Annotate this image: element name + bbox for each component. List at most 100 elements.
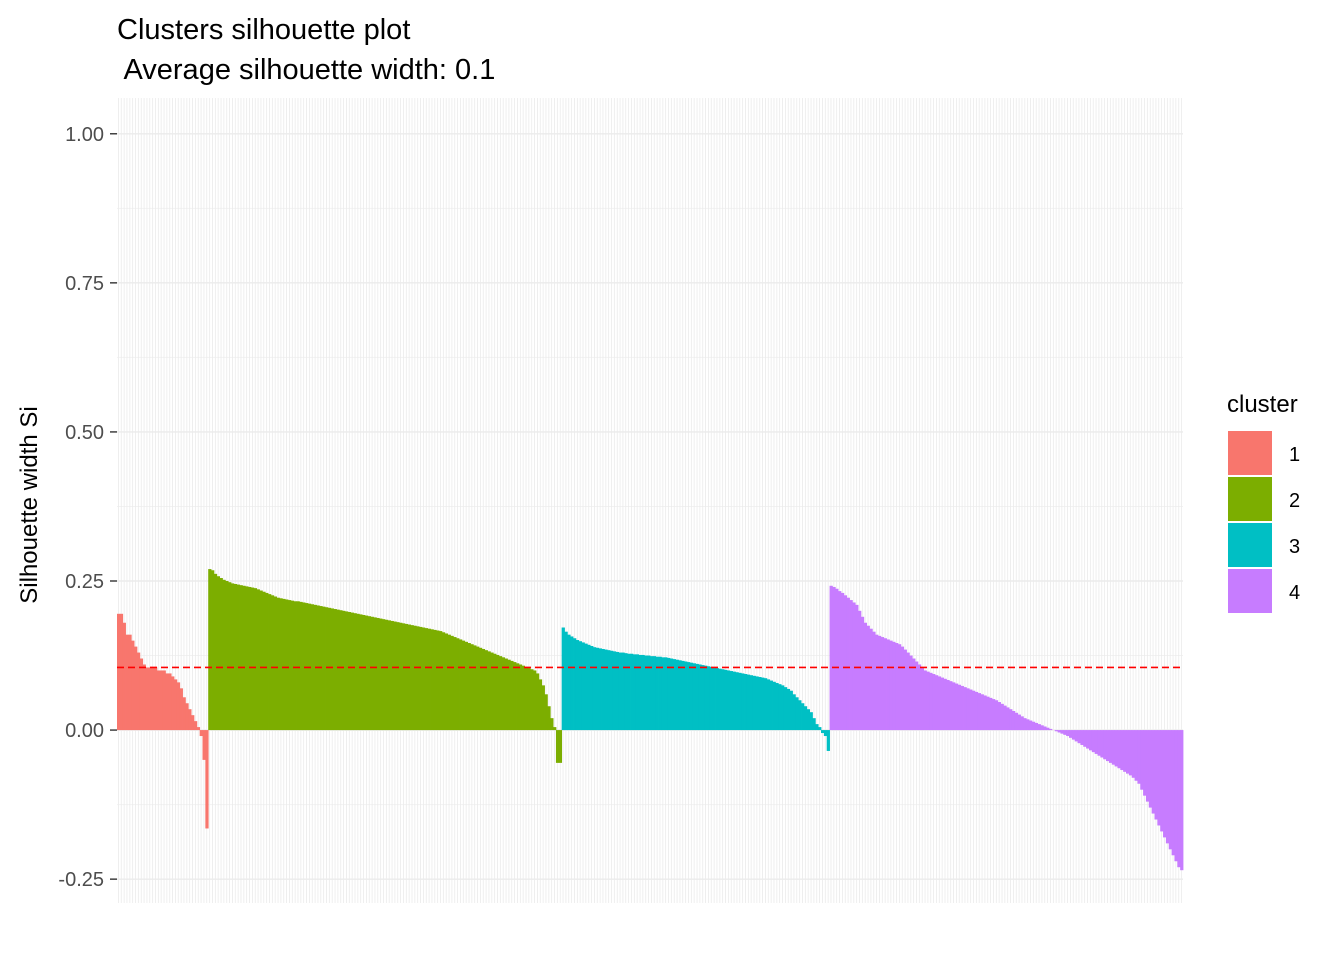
bar-cluster-3 <box>815 724 819 731</box>
bar-cluster-2 <box>216 576 221 731</box>
bar-cluster-3 <box>778 684 782 731</box>
bar-cluster-4 <box>1165 730 1170 844</box>
bar-cluster-2 <box>527 668 531 731</box>
bar-cluster-4 <box>1011 710 1016 731</box>
bar-cluster-3 <box>752 675 756 731</box>
bar-cluster-1 <box>145 667 149 731</box>
bar-cluster-4 <box>1049 728 1053 731</box>
legend-key-4 <box>1228 569 1272 613</box>
bar-cluster-2 <box>231 583 235 731</box>
bar-cluster-4 <box>1091 730 1096 753</box>
bar-cluster-4 <box>863 622 868 731</box>
bar-cluster-3 <box>581 642 585 731</box>
bar-cluster-3 <box>570 636 574 731</box>
bar-cluster-4 <box>878 635 882 731</box>
bar-cluster-1 <box>165 673 169 731</box>
bar-cluster-2 <box>416 626 420 731</box>
bar-cluster-4 <box>1000 703 1004 731</box>
bar-cluster-3 <box>692 663 697 731</box>
bar-cluster-4 <box>1057 730 1061 733</box>
bar-cluster-4 <box>832 586 836 731</box>
legend-key-1 <box>1228 431 1272 475</box>
bar-cluster-4 <box>1037 724 1041 731</box>
bar-cluster-3 <box>615 651 620 731</box>
bar-cluster-4 <box>1114 730 1118 767</box>
bars <box>117 569 1184 871</box>
bar-cluster-3 <box>607 650 611 731</box>
bar-cluster-4 <box>860 616 865 731</box>
bar-cluster-1 <box>179 688 183 731</box>
bar-cluster-3 <box>772 681 776 731</box>
bar-cluster-2 <box>553 727 557 731</box>
bar-cluster-4 <box>872 631 876 731</box>
bar-cluster-2 <box>516 663 520 731</box>
bar-cluster-2 <box>353 613 357 731</box>
bar-cluster-4 <box>957 684 962 731</box>
bar-cluster-4 <box>997 702 1001 731</box>
bar-cluster-1 <box>182 697 186 731</box>
bar-cluster-4 <box>949 681 953 731</box>
bar-cluster-3 <box>575 640 580 731</box>
bar-cluster-2 <box>496 654 500 731</box>
bar-cluster-2 <box>276 597 280 731</box>
bar-cluster-2 <box>461 640 466 731</box>
bar-cluster-4 <box>1071 730 1076 740</box>
bar-cluster-3 <box>707 666 711 731</box>
bar-cluster-4 <box>1074 730 1078 742</box>
y-tick-label: 0.25 <box>65 571 104 593</box>
bar-cluster-4 <box>1148 730 1153 808</box>
bar-cluster-4 <box>1086 730 1090 749</box>
bar-cluster-2 <box>544 694 548 731</box>
bar-cluster-4 <box>969 689 973 731</box>
legend-label-4: 4 <box>1289 582 1300 604</box>
bar-cluster-1 <box>119 613 124 731</box>
bar-cluster-4 <box>1060 730 1064 734</box>
y-axis: 1.00 0.75 0.50 0.25 0.00 -0.25 <box>58 124 117 891</box>
bar-cluster-3 <box>764 678 768 731</box>
bar-cluster-3 <box>664 657 668 731</box>
bar-cluster-2 <box>490 652 494 731</box>
bar-cluster-4 <box>966 688 970 731</box>
bar-cluster-3 <box>746 674 751 731</box>
bar-cluster-2 <box>510 660 514 731</box>
bar-cluster-3 <box>601 648 605 731</box>
bar-cluster-2 <box>233 583 238 731</box>
bar-cluster-4 <box>943 678 947 731</box>
bar-cluster-4 <box>1123 730 1127 772</box>
bar-cluster-3 <box>826 730 830 751</box>
bar-cluster-3 <box>661 657 665 731</box>
bar-cluster-3 <box>789 690 793 731</box>
bar-cluster-3 <box>678 660 682 731</box>
bar-cluster-2 <box>484 650 488 731</box>
bar-cluster-4 <box>1137 730 1141 784</box>
bar-cluster-2 <box>282 598 286 731</box>
bar-cluster-3 <box>584 643 588 731</box>
bar-cluster-2 <box>402 623 406 731</box>
y-tick-label: 0.75 <box>65 273 104 295</box>
bar-cluster-3 <box>687 662 691 731</box>
bar-cluster-2 <box>305 603 309 731</box>
bar-cluster-2 <box>259 590 263 731</box>
bar-cluster-4 <box>1046 727 1050 731</box>
bar-cluster-2 <box>476 646 480 731</box>
bar-cluster-2 <box>242 585 246 731</box>
bar-cluster-3 <box>641 654 645 731</box>
bar-cluster-3 <box>595 647 600 731</box>
bar-cluster-2 <box>350 612 354 731</box>
bar-cluster-1 <box>131 640 135 731</box>
legend-label-3: 3 <box>1289 536 1300 558</box>
bar-cluster-2 <box>376 617 380 731</box>
bar-cluster-3 <box>632 654 637 731</box>
bar-cluster-3 <box>624 653 628 731</box>
legend-label-2: 2 <box>1289 490 1300 512</box>
bar-cluster-2 <box>444 633 449 731</box>
bar-cluster-3 <box>604 649 608 731</box>
bar-cluster-2 <box>362 614 366 731</box>
bar-cluster-4 <box>935 675 939 731</box>
bar-cluster-2 <box>302 602 306 731</box>
bar-cluster-3 <box>592 647 597 731</box>
bar-cluster-3 <box>698 664 702 731</box>
bar-cluster-3 <box>695 663 699 731</box>
y-tick-label: 0.00 <box>65 720 104 742</box>
